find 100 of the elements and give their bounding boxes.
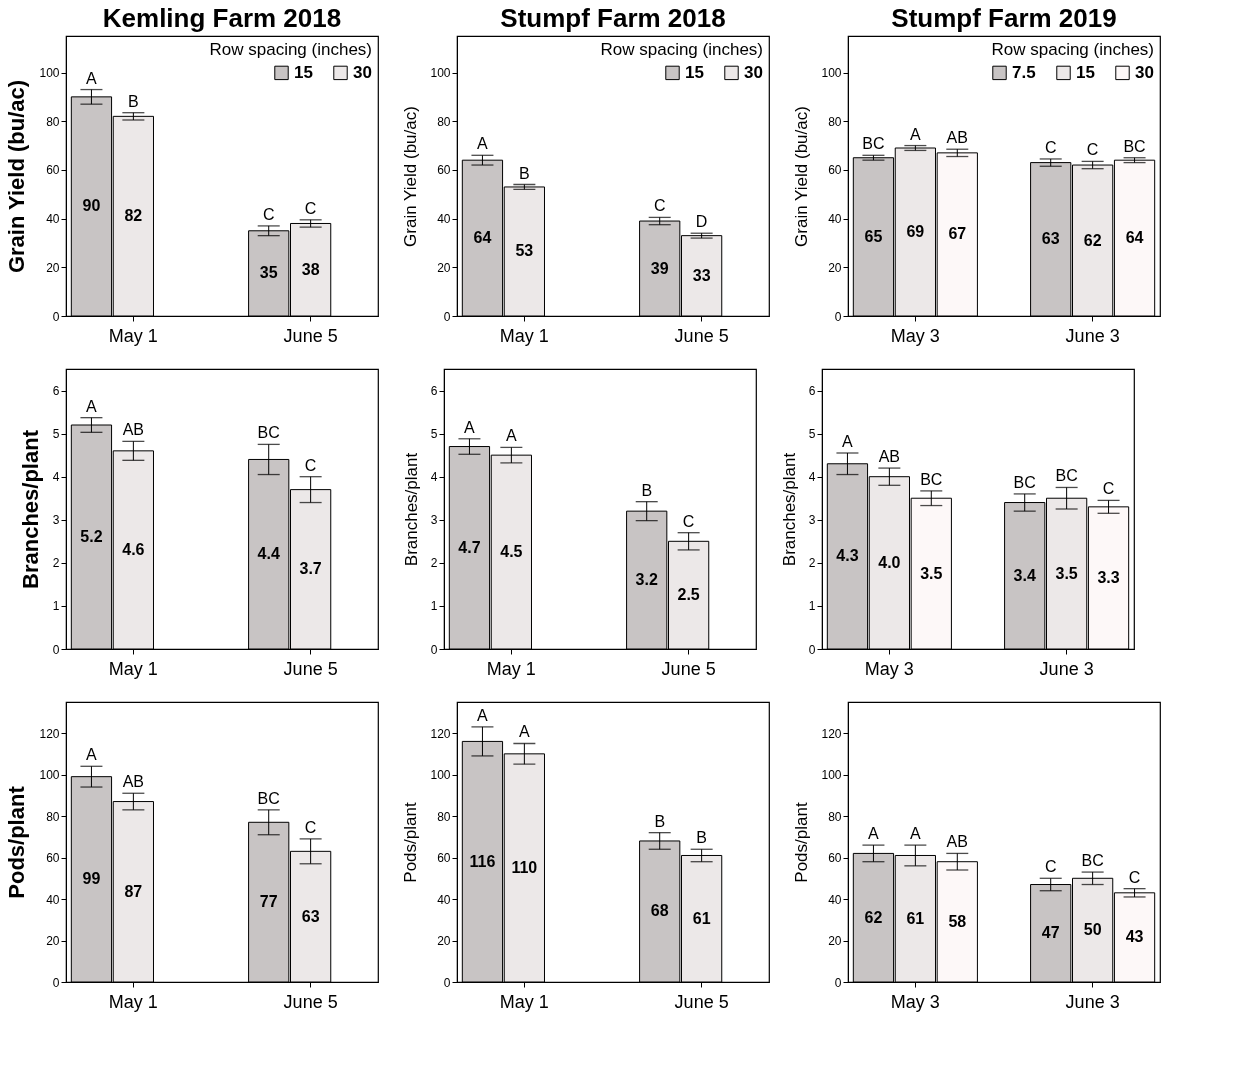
y-tick-label: 60: [437, 851, 451, 866]
y-tick-label: 40: [828, 892, 842, 907]
y-tick-label: 100: [39, 768, 60, 783]
data-label: 65: [864, 227, 883, 245]
y-tick-label: 120: [39, 726, 60, 741]
data-label: 61: [692, 909, 711, 927]
data-label: 62: [1083, 231, 1102, 249]
chart-title: Stumpf Farm 2018: [500, 3, 726, 33]
y-tick-label: 80: [46, 114, 60, 129]
annotation: B: [128, 92, 139, 110]
y-tick-label: 2: [52, 556, 60, 571]
data-label: 90: [82, 197, 101, 215]
annotation: BC: [257, 789, 280, 807]
y-tick-label: 20: [437, 934, 451, 949]
annotation: C: [304, 199, 317, 217]
y-tick-label: 1: [430, 599, 438, 614]
y-tick-label: 100: [430, 66, 451, 81]
annotation: A: [519, 723, 531, 741]
annotation: BC: [1013, 473, 1036, 491]
legend-label: 15: [1076, 62, 1095, 82]
x-tick-label: June 3: [1039, 658, 1094, 679]
y-tick-label: 20: [46, 934, 60, 949]
data-label: 47: [1041, 924, 1060, 942]
y-tick-label: 120: [821, 726, 842, 741]
y-tick-label: 80: [46, 809, 60, 824]
legend-label: 30: [1135, 62, 1154, 82]
y-tick-label: 40: [46, 892, 60, 907]
data-label: 2.5: [677, 586, 700, 604]
data-label: 69: [906, 223, 925, 240]
data-label: 63: [301, 907, 320, 925]
annotation: B: [654, 812, 666, 830]
y-tick-label: 60: [437, 163, 451, 178]
x-tick-label: June 5: [283, 991, 338, 1012]
annotation: A: [842, 433, 854, 450]
legend-title: Row spacing (inches): [991, 40, 1154, 59]
data-label: 87: [124, 882, 143, 900]
y-tick-label: 0: [808, 642, 816, 657]
y-tick-label: 60: [828, 851, 842, 866]
y-tick-label: 100: [39, 66, 60, 81]
data-label: 63: [1041, 230, 1060, 248]
y-tick-label: 20: [437, 260, 451, 275]
data-label: 110: [511, 858, 538, 876]
data-label: 35: [259, 264, 278, 282]
annotation: BC: [862, 135, 885, 153]
x-tick-label: May 3: [864, 658, 914, 679]
annotation: AB: [122, 773, 145, 791]
data-label: 64: [1125, 229, 1144, 247]
y-tick-label: 2: [808, 556, 816, 571]
data-label: 77: [259, 893, 278, 911]
y-tick-label: 80: [828, 114, 842, 129]
annotation: B: [641, 481, 653, 499]
data-label: 58: [948, 912, 967, 930]
y-tick-label: 0: [52, 642, 60, 657]
y-tick-label: 100: [821, 66, 842, 81]
annotation: BC: [1123, 137, 1146, 155]
data-label: 3.7: [299, 560, 322, 578]
data-label: 39: [650, 259, 669, 277]
y-tick-label: 2: [430, 556, 438, 571]
annotation: C: [262, 205, 275, 223]
annotation: BC: [920, 470, 943, 488]
data-label: 4.0: [878, 553, 901, 571]
annotation: A: [506, 427, 518, 445]
y-axis-title: Grain Yield (bu/ac): [4, 79, 30, 274]
data-label: 3.2: [635, 571, 658, 589]
annotation: C: [682, 512, 695, 530]
annotation: B: [696, 829, 707, 847]
x-tick-label: June 5: [283, 325, 338, 346]
data-label: 33: [692, 266, 711, 284]
y-tick-label: 100: [821, 768, 842, 783]
annotation: C: [1102, 480, 1115, 498]
y-tick-label: 3: [52, 513, 60, 528]
x-tick-label: June 3: [1065, 325, 1120, 346]
annotation: A: [86, 69, 98, 87]
y-tick-label: 5: [430, 427, 438, 442]
y-tick-label: 0: [443, 309, 451, 324]
y-tick-label: 1: [52, 599, 60, 614]
annotation: BC: [1055, 467, 1078, 485]
annotation: A: [477, 706, 489, 724]
data-label: 4.5: [500, 543, 523, 561]
y-tick-label: 40: [46, 212, 60, 227]
data-label: 82: [124, 207, 143, 225]
y-tick-label: 5: [52, 427, 60, 442]
annotation: A: [868, 825, 880, 843]
data-label: 3.4: [1013, 566, 1036, 584]
legend-label: 7.5: [1012, 62, 1036, 82]
x-tick-label: May 1: [108, 325, 158, 346]
y-axis-title: Pods/plant: [401, 802, 421, 883]
y-tick-label: 0: [834, 309, 842, 324]
annotation: A: [910, 125, 922, 143]
legend-title: Row spacing (inches): [600, 40, 763, 59]
x-tick-label: May 1: [499, 325, 549, 346]
y-tick-label: 3: [430, 513, 438, 528]
legend-label: 30: [353, 62, 372, 82]
y-axis-title: Pods/plant: [792, 802, 812, 883]
y-tick-label: 40: [437, 892, 451, 907]
y-tick-label: 100: [430, 768, 451, 783]
y-tick-label: 0: [430, 642, 438, 657]
y-axis-title: Branches/plant: [779, 452, 799, 567]
annotation: A: [86, 397, 98, 415]
y-tick-label: 40: [437, 212, 451, 227]
